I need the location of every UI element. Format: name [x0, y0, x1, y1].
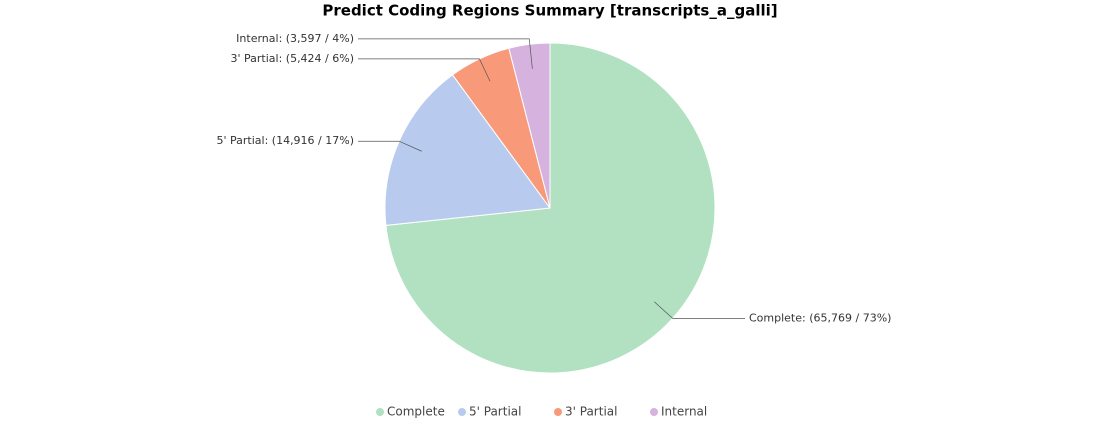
data-label: 3' Partial: (5,424 / 6%)	[230, 52, 354, 65]
legend-swatch	[458, 408, 466, 416]
legend-label: Complete	[387, 405, 445, 419]
legend-label: 5' Partial	[469, 405, 521, 419]
leader-line	[358, 140, 422, 152]
legend-label: Internal	[661, 405, 707, 419]
chart-title: Predict Coding Regions Summary [transcri…	[322, 2, 777, 20]
legend-swatch	[650, 408, 658, 416]
legend-label: 3' Partial	[565, 405, 617, 419]
legend-swatch	[554, 408, 562, 416]
pie-slice	[508, 42, 551, 209]
legend-swatch	[376, 408, 384, 416]
leader-line	[358, 38, 533, 69]
data-label: Internal: (3,597 / 4%)	[236, 32, 354, 45]
leader-line	[358, 58, 491, 82]
data-label: Complete: (65,769 / 73%)	[749, 311, 891, 324]
leader-line	[654, 301, 745, 319]
data-label: 5' Partial: (14,916 / 17%)	[216, 134, 354, 147]
